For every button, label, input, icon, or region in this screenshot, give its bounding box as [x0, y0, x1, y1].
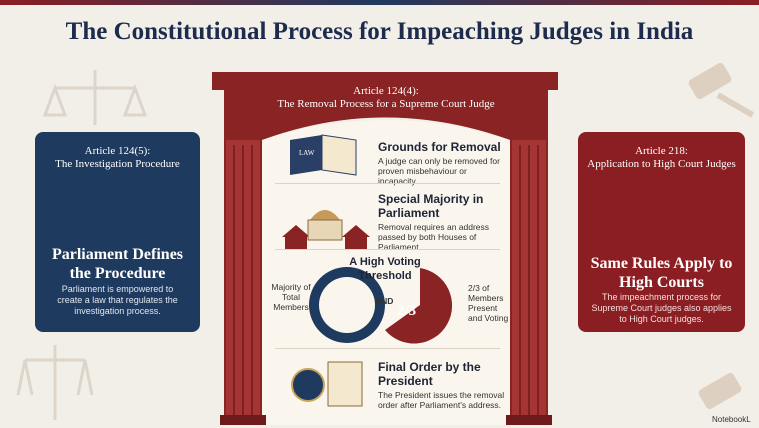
step-heading: Final Order by the President: [378, 360, 498, 388]
right-heading: Same Rules Apply to High Courts: [588, 254, 735, 292]
step-heading: A High Voting Threshold: [345, 255, 425, 283]
left-article: Article 124(5):: [35, 144, 200, 158]
left-heading: Parliament Defines the Procedure: [45, 245, 190, 283]
step-text: Removal requires an address passed by bo…: [378, 222, 506, 252]
separator: [275, 348, 500, 349]
icon-label: LAW: [299, 149, 314, 157]
left-label: Majority of Total Members: [270, 282, 312, 312]
arch-article: Article 124(4):: [262, 84, 510, 98]
right-label: 2/3 of Members Present and Voting: [468, 283, 510, 323]
right-text: The impeachment process for Supreme Cour…: [590, 292, 733, 325]
right-article: Article 218:: [578, 144, 745, 158]
watermark: NotebookL: [712, 415, 751, 424]
separator: [275, 183, 500, 184]
step-heading: Special Majority in Parliament: [378, 192, 498, 220]
page: The Constitutional Process for Impeachin…: [0, 0, 759, 428]
step-heading: Grounds for Removal: [378, 140, 508, 154]
step-text: The President issues the removal order a…: [378, 390, 506, 410]
arch-subtitle: The Removal Process for a Supreme Court …: [232, 97, 540, 111]
step-text: A judge can only be removed for proven m…: [378, 156, 508, 186]
left-subtitle: The Investigation Procedure: [35, 157, 200, 171]
separator: [275, 249, 500, 250]
fraction: 2/3: [397, 303, 416, 320]
joiner: AND: [375, 296, 393, 306]
left-text: Parliament is empowered to create a law …: [48, 284, 187, 317]
right-subtitle: Application to High Court Judges: [578, 157, 745, 171]
